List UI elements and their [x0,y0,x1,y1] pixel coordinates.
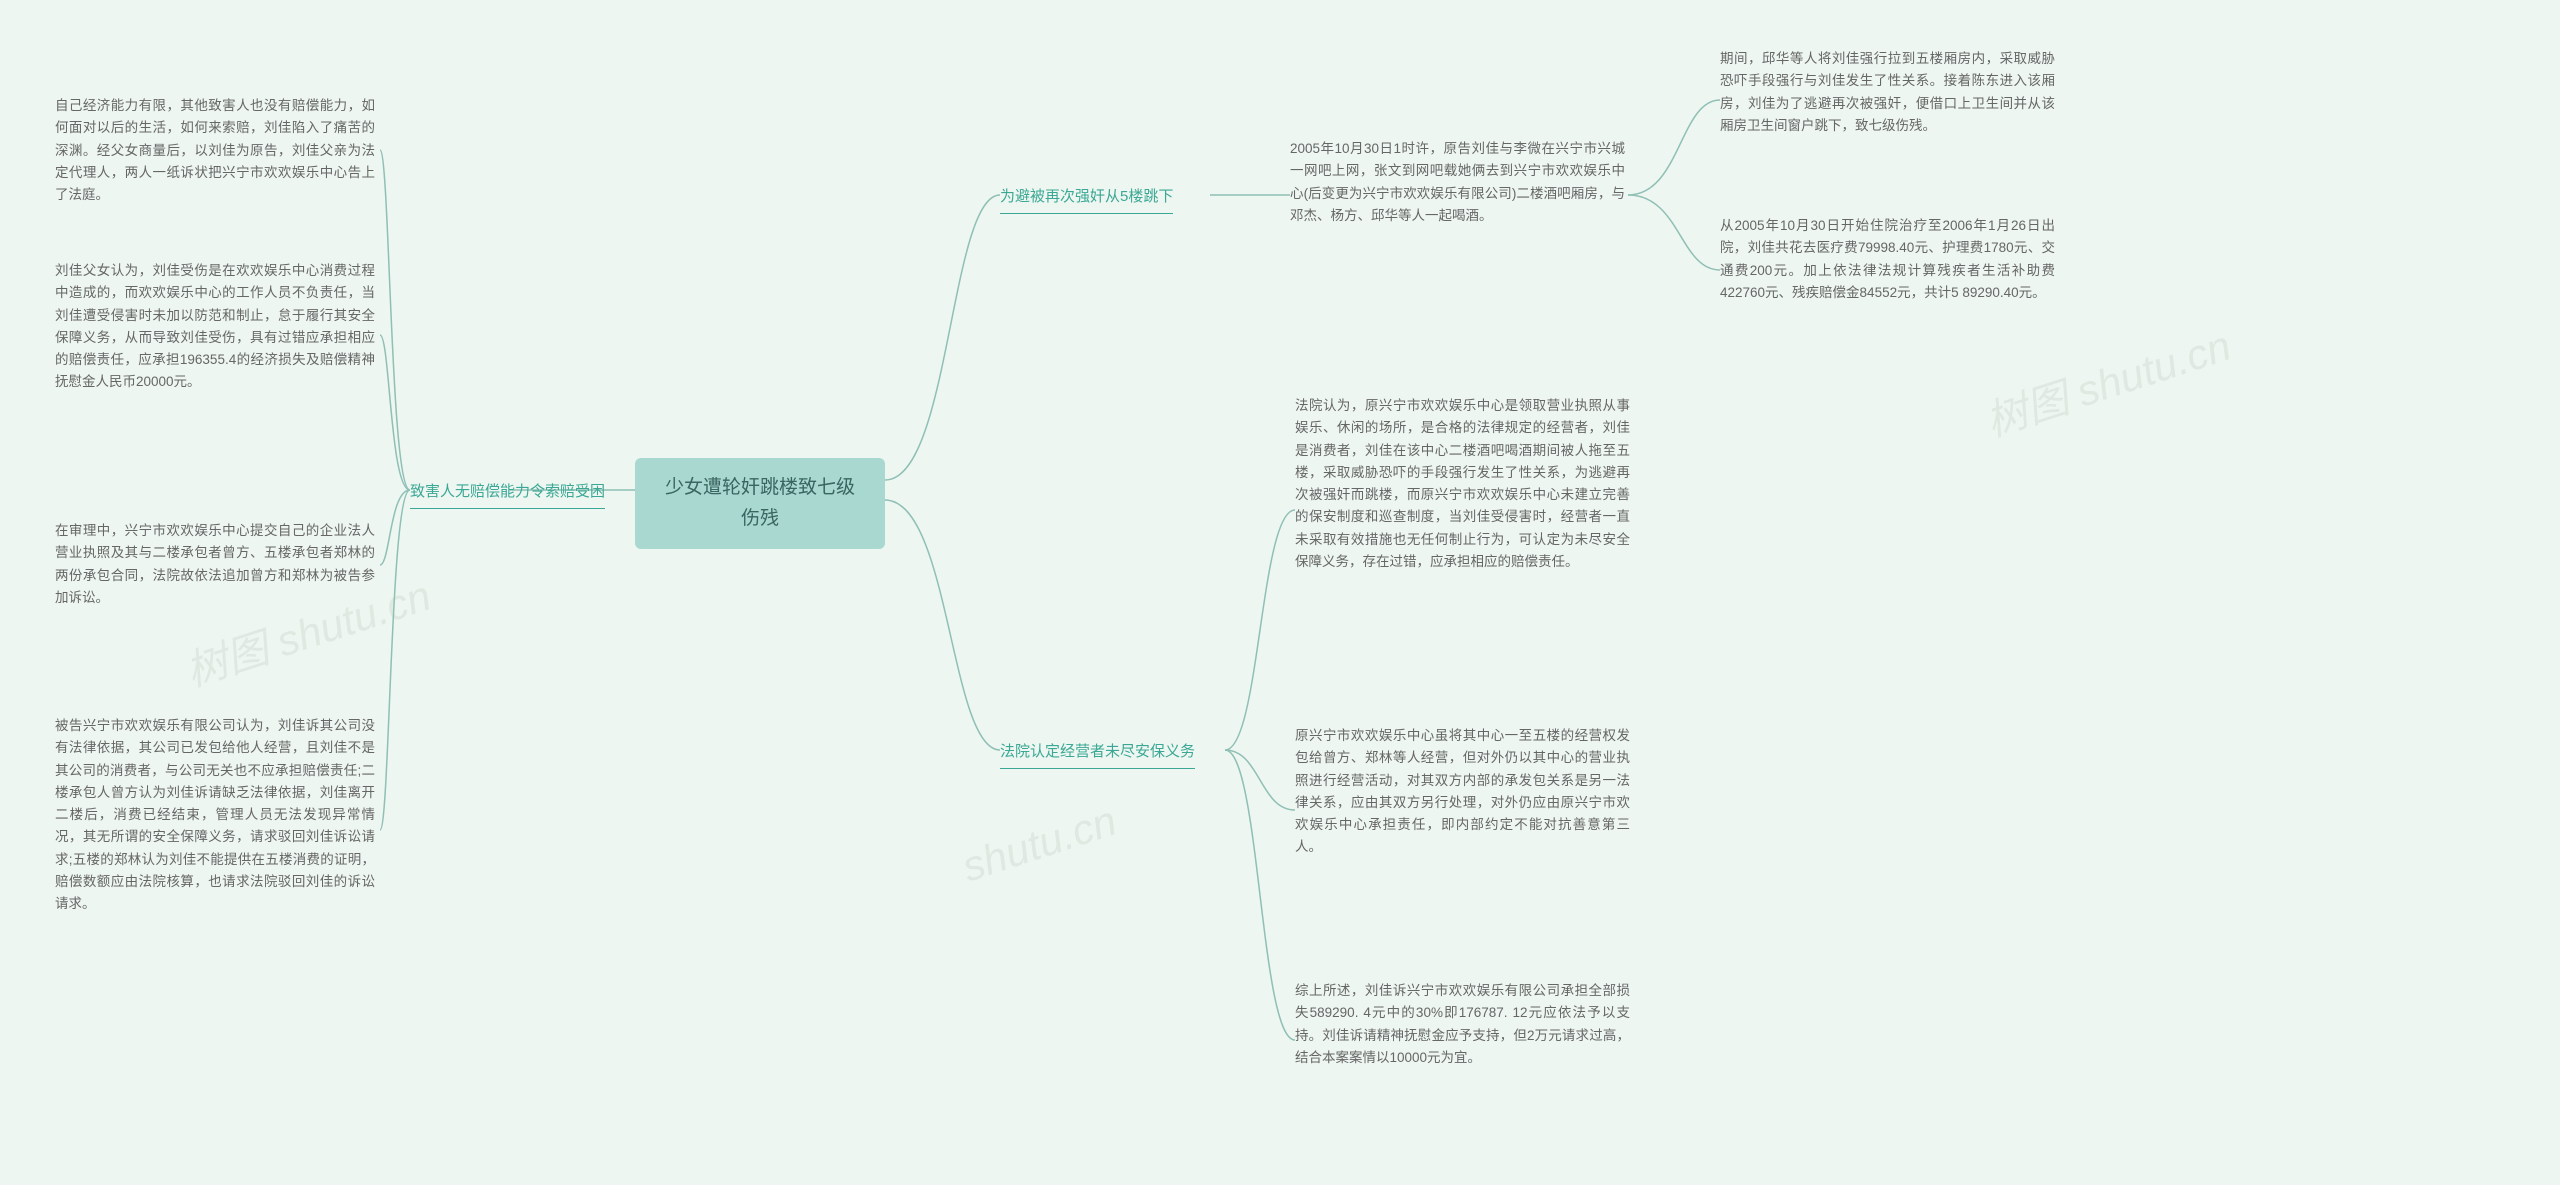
left-leaf-0: 自己经济能力有限，其他致害人也没有赔偿能力，如何面对以后的生活，如何来索赔，刘佳… [55,95,375,206]
connector-lines [0,0,2560,1185]
right-0-leaf-1: 期间，邱华等人将刘佳强行拉到五楼厢房内，采取威胁恐吓手段强行与刘佳发生了性关系。… [1720,48,2055,137]
left-leaf-2: 在审理中，兴宁市欢欢娱乐中心提交自己的企业法人营业执照及其与二楼承包者曾方、五楼… [55,520,375,609]
right-branch-1-label: 法院认定经营者未尽安保义务 [1000,740,1195,769]
central-topic: 少女遭轮奸跳楼致七级伤残 [635,458,885,549]
right-1-leaf-0: 法院认为，原兴宁市欢欢娱乐中心是领取营业执照从事娱乐、休闲的场所，是合格的法律规… [1295,395,1630,573]
left-branch-label: 致害人无赔偿能力令索赔受困 [410,480,605,509]
left-leaf-3: 被告兴宁市欢欢娱乐有限公司认为，刘佳诉其公司没有法律依据，其公司已发包给他人经营… [55,715,375,915]
watermark: shutu.cn [956,797,1122,892]
right-0-leaf-0: 2005年10月30日1时许，原告刘佳与李微在兴宁市兴城一网吧上网，张文到网吧载… [1290,138,1625,227]
left-leaf-1: 刘佳父女认为，刘佳受伤是在欢欢娱乐中心消费过程中造成的，而欢欢娱乐中心的工作人员… [55,260,375,394]
right-0-leaf-2: 从2005年10月30日开始住院治疗至2006年1月26日出院，刘佳共花去医疗费… [1720,215,2055,304]
right-1-leaf-1: 原兴宁市欢欢娱乐中心虽将其中心一至五楼的经营权发包给曾方、郑林等人经营，但对外仍… [1295,725,1630,859]
right-1-leaf-2: 综上所述，刘佳诉兴宁市欢欢娱乐有限公司承担全部损失589290. 4元中的30%… [1295,980,1630,1069]
right-branch-0-label: 为避被再次强奸从5楼跳下 [1000,185,1173,214]
watermark: 树图 shutu.cn [1977,312,2238,449]
